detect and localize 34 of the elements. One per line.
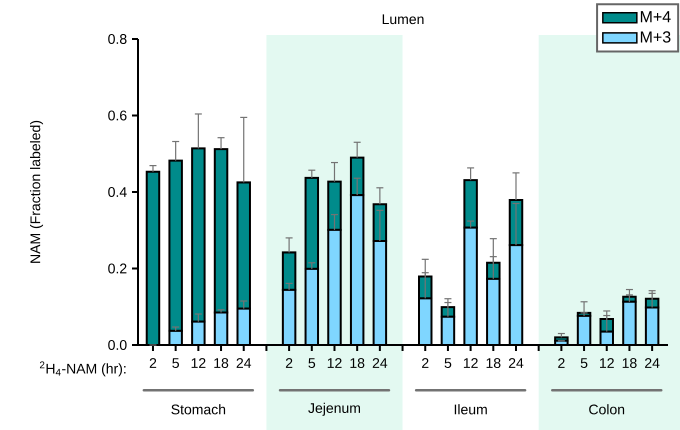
- x-tick-label: 5: [580, 358, 588, 368]
- y-tick-label: 0.6: [108, 110, 127, 120]
- x-tick-label: 24: [372, 358, 388, 368]
- text: Jejenum: [308, 402, 360, 416]
- y-tick-label: 0.4: [108, 187, 127, 197]
- x-tick-label: 5: [172, 358, 179, 368]
- x-tick-label: 5: [444, 358, 452, 368]
- x-tick-label: 2: [558, 358, 565, 368]
- x-tick-label: 24: [236, 358, 252, 368]
- x-tick-label: 12: [328, 358, 342, 368]
- legend-label: M+4: [640, 11, 671, 22]
- y-tick-label: 0.0: [108, 340, 127, 350]
- x-tick-label: 12: [600, 358, 614, 368]
- y-tick-label: 0.2: [108, 264, 126, 274]
- text: Stomach: [171, 404, 226, 414]
- x-tick-label: 18: [622, 358, 637, 368]
- x-tick-label: 12: [192, 358, 206, 368]
- y-axis-title: NAM (Fraction labeled): [30, 120, 44, 263]
- x-tick-label: 5: [308, 358, 316, 368]
- text: Colon: [589, 404, 624, 414]
- x-tick-label: 18: [486, 358, 500, 368]
- x-tick-label: 18: [350, 358, 364, 368]
- text: Ileum: [454, 404, 487, 414]
- x-tick-label: 24: [508, 358, 524, 368]
- x-axis-title: $^{2}$H$_{4}$-NAM (hr):: [40, 361, 126, 376]
- x-tick-label: 2: [150, 358, 156, 368]
- x-tick-label: 24: [645, 358, 660, 368]
- x-tick-label: 2: [286, 358, 292, 368]
- x-tick-label: 2: [422, 358, 428, 368]
- y-tick-label: 0.8: [108, 34, 127, 44]
- x-tick-label: 12: [464, 358, 478, 368]
- chart-title: Lumen: [382, 14, 424, 24]
- x-tick-label: 18: [214, 358, 228, 368]
- legend-label: M+3: [640, 31, 670, 43]
